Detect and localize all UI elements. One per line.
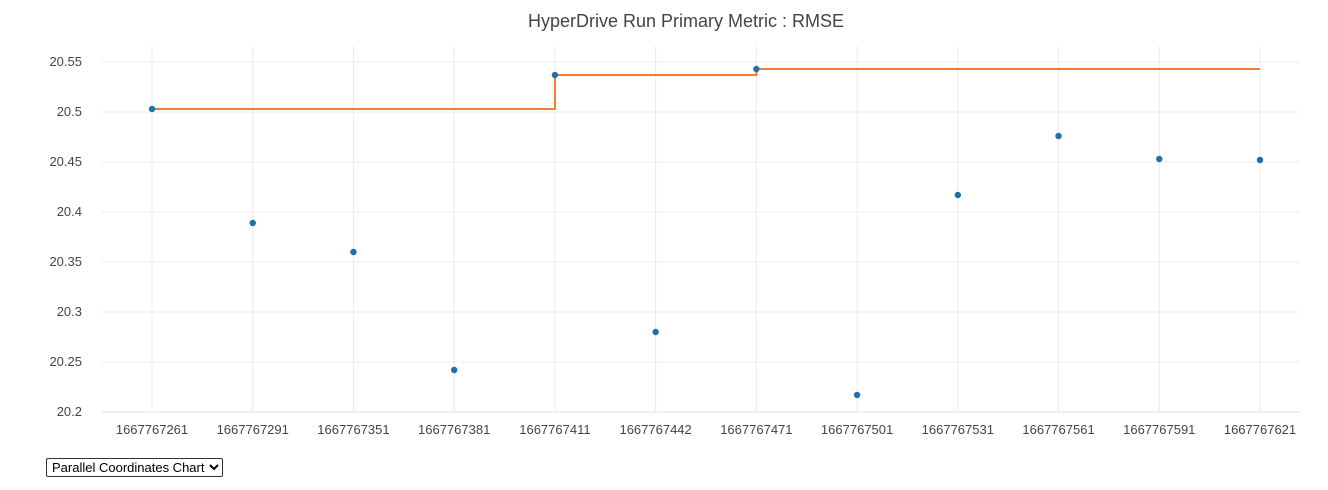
y-tick-label: 20.35 [49,254,82,269]
data-point[interactable] [148,105,156,113]
chart-svg: HyperDrive Run Primary Metric : RMSE 20.… [49,11,1300,437]
data-point[interactable] [450,366,458,374]
x-tick-label: 1667767471 [720,422,792,437]
x-tick-label: 1667767261 [116,422,188,437]
data-point[interactable] [853,391,861,399]
x-tick-label: 1667767591 [1123,422,1195,437]
best-value-step-line [152,68,1260,110]
x-tick-label: 1667767381 [418,422,490,437]
x-tick-label: 1667767561 [1022,422,1094,437]
data-point[interactable] [551,71,559,79]
x-tick-label: 1667767291 [217,422,289,437]
x-tick-label: 1667767621 [1224,422,1296,437]
chart-area: HyperDrive Run Primary Metric : RMSE 20.… [49,11,1300,437]
data-point[interactable] [249,219,256,227]
data-point[interactable] [1256,156,1264,164]
x-axis: 1667767261 1667767291 1667767351 1667767381… [116,422,1296,437]
y-tick-label: 20.25 [49,354,82,369]
data-point[interactable] [1156,155,1163,163]
x-tick-label: 1667767531 [922,422,994,437]
data-point[interactable] [350,248,357,256]
points-layer [148,65,1264,399]
x-tick-label: 1667767411 [519,422,590,437]
data-point[interactable] [753,65,760,73]
chart-title: HyperDrive Run Primary Metric : RMSE [528,11,844,31]
y-axis: 20.2 20.25 20.3 20.35 20.4 20.45 20.5 20.55 [49,54,82,419]
x-tick-label: 1667767351 [317,422,389,437]
best-value-line-layer [152,68,1260,110]
y-tick-label: 20.2 [57,404,82,419]
grid-layer [102,46,1300,413]
y-tick-label: 20.3 [57,304,82,319]
chart-view-select[interactable]: Parallel Coordinates Chart [46,458,223,477]
y-tick-label: 20.5 [57,104,82,119]
x-tick-label: 1667767501 [821,422,893,437]
x-tick-label: 1667767442 [619,422,691,437]
view-select-wrap: Parallel Coordinates Chart [46,458,223,477]
data-point[interactable] [652,328,659,336]
y-tick-label: 20.4 [57,204,82,219]
data-point[interactable] [1055,132,1062,140]
y-tick-label: 20.55 [49,54,82,69]
y-tick-label: 20.45 [49,154,82,169]
data-point[interactable] [954,191,962,199]
